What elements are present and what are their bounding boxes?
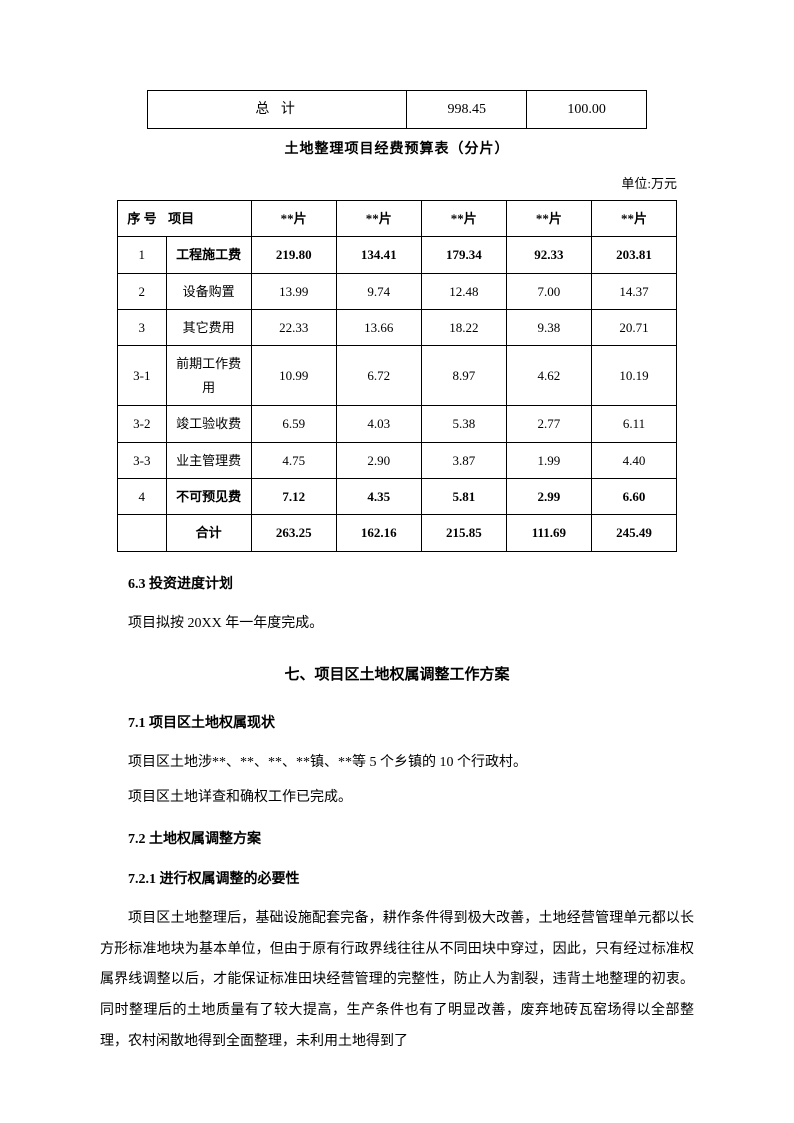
cell-name: 业主管理费 xyxy=(166,442,251,478)
cell-name: 其它费用 xyxy=(166,309,251,345)
col-head-project: 项目 xyxy=(166,200,251,236)
cell-value: 13.66 xyxy=(336,309,421,345)
total-value-2: 100.00 xyxy=(527,91,647,129)
cell-value: 4.40 xyxy=(591,442,676,478)
cell-value: 179.34 xyxy=(421,237,506,273)
heading-7-1: 7.1 项目区土地权属现状 xyxy=(100,711,694,736)
cell-value: 6.60 xyxy=(591,478,676,514)
heading-chapter-7: 七、项目区土地权属调整工作方案 xyxy=(100,662,694,689)
cell-value: 2.77 xyxy=(506,406,591,442)
table-row: 2设备购置13.999.7412.487.0014.37 xyxy=(118,273,677,309)
cell-value: 10.19 xyxy=(591,346,676,406)
cell-value: 263.25 xyxy=(251,515,336,551)
cell-value: 2.90 xyxy=(336,442,421,478)
table-row: 合计263.25162.16215.85111.69245.49 xyxy=(118,515,677,551)
cell-name: 工程施工费 xyxy=(166,237,251,273)
cell-value: 7.00 xyxy=(506,273,591,309)
table-row: 4不可预见费7.124.355.812.996.60 xyxy=(118,478,677,514)
cell-name: 前期工作费用 xyxy=(166,346,251,406)
cell-value: 9.74 xyxy=(336,273,421,309)
para-6-3: 项目拟按 20XX 年一年度完成。 xyxy=(100,609,694,640)
cell-index: 2 xyxy=(118,273,167,309)
col-head-area4: **片 xyxy=(506,200,591,236)
cell-value: 20.71 xyxy=(591,309,676,345)
cell-value: 8.97 xyxy=(421,346,506,406)
cell-value: 4.35 xyxy=(336,478,421,514)
cell-value: 14.37 xyxy=(591,273,676,309)
cell-value: 245.49 xyxy=(591,515,676,551)
cell-value: 4.03 xyxy=(336,406,421,442)
table-row: 总 计 998.45 100.00 xyxy=(148,91,647,129)
cell-value: 10.99 xyxy=(251,346,336,406)
total-summary-table: 总 计 998.45 100.00 xyxy=(147,90,647,129)
cell-value: 13.99 xyxy=(251,273,336,309)
cell-index: 3-3 xyxy=(118,442,167,478)
cell-index: 3-1 xyxy=(118,346,167,406)
cell-value: 219.80 xyxy=(251,237,336,273)
cell-value: 203.81 xyxy=(591,237,676,273)
total-label: 总 计 xyxy=(148,91,407,129)
table-row: 3-1前期工作费用10.996.728.974.6210.19 xyxy=(118,346,677,406)
cell-value: 2.99 xyxy=(506,478,591,514)
cell-index: 3-2 xyxy=(118,406,167,442)
heading-6-3: 6.3 投资进度计划 xyxy=(100,572,694,597)
cell-value: 134.41 xyxy=(336,237,421,273)
budget-unit-label: 单位:万元 xyxy=(117,172,677,195)
cell-value: 12.48 xyxy=(421,273,506,309)
cell-value: 4.62 xyxy=(506,346,591,406)
cell-index: 3 xyxy=(118,309,167,345)
cell-value: 22.33 xyxy=(251,309,336,345)
cell-name: 竣工验收费 xyxy=(166,406,251,442)
cell-value: 3.87 xyxy=(421,442,506,478)
table-header-row: 序 号 项目 **片 **片 **片 **片 **片 xyxy=(118,200,677,236)
cell-value: 6.72 xyxy=(336,346,421,406)
cell-value: 4.75 xyxy=(251,442,336,478)
cell-value: 92.33 xyxy=(506,237,591,273)
cell-value: 6.11 xyxy=(591,406,676,442)
col-head-index: 序 号 xyxy=(118,200,167,236)
table-row: 3-2竣工验收费6.594.035.382.776.11 xyxy=(118,406,677,442)
cell-value: 5.81 xyxy=(421,478,506,514)
cell-value: 215.85 xyxy=(421,515,506,551)
col-head-area2: **片 xyxy=(336,200,421,236)
heading-7-2: 7.2 土地权属调整方案 xyxy=(100,827,694,852)
budget-table-caption: 土地整理项目经费预算表（分片） xyxy=(100,137,694,162)
cell-name: 不可预见费 xyxy=(166,478,251,514)
table-row: 3其它费用22.3313.6618.229.3820.71 xyxy=(118,309,677,345)
cell-index: 4 xyxy=(118,478,167,514)
cell-value: 111.69 xyxy=(506,515,591,551)
cell-value: 6.59 xyxy=(251,406,336,442)
budget-table: 序 号 项目 **片 **片 **片 **片 **片 1工程施工费219.801… xyxy=(117,200,677,552)
cell-value: 7.12 xyxy=(251,478,336,514)
cell-value: 9.38 xyxy=(506,309,591,345)
cell-value: 5.38 xyxy=(421,406,506,442)
col-head-area1: **片 xyxy=(251,200,336,236)
total-value-1: 998.45 xyxy=(407,91,527,129)
cell-name: 合计 xyxy=(166,515,251,551)
cell-name: 设备购置 xyxy=(166,273,251,309)
table-row: 1工程施工费219.80134.41179.3492.33203.81 xyxy=(118,237,677,273)
cell-value: 1.99 xyxy=(506,442,591,478)
heading-7-2-1: 7.2.1 进行权属调整的必要性 xyxy=(100,867,694,892)
col-head-area5: **片 xyxy=(591,200,676,236)
para-7-1b: 项目区土地详查和确权工作已完成。 xyxy=(100,783,694,814)
cell-index: 1 xyxy=(118,237,167,273)
para-7-2-1: 项目区土地整理后，基础设施配套完备，耕作条件得到极大改善，土地经营管理单元都以长… xyxy=(100,904,694,1058)
cell-index xyxy=(118,515,167,551)
col-head-area3: **片 xyxy=(421,200,506,236)
para-7-1a: 项目区土地涉**、**、**、**镇、**等 5 个乡镇的 10 个行政村。 xyxy=(100,748,694,779)
cell-value: 18.22 xyxy=(421,309,506,345)
table-row: 3-3业主管理费4.752.903.871.994.40 xyxy=(118,442,677,478)
cell-value: 162.16 xyxy=(336,515,421,551)
